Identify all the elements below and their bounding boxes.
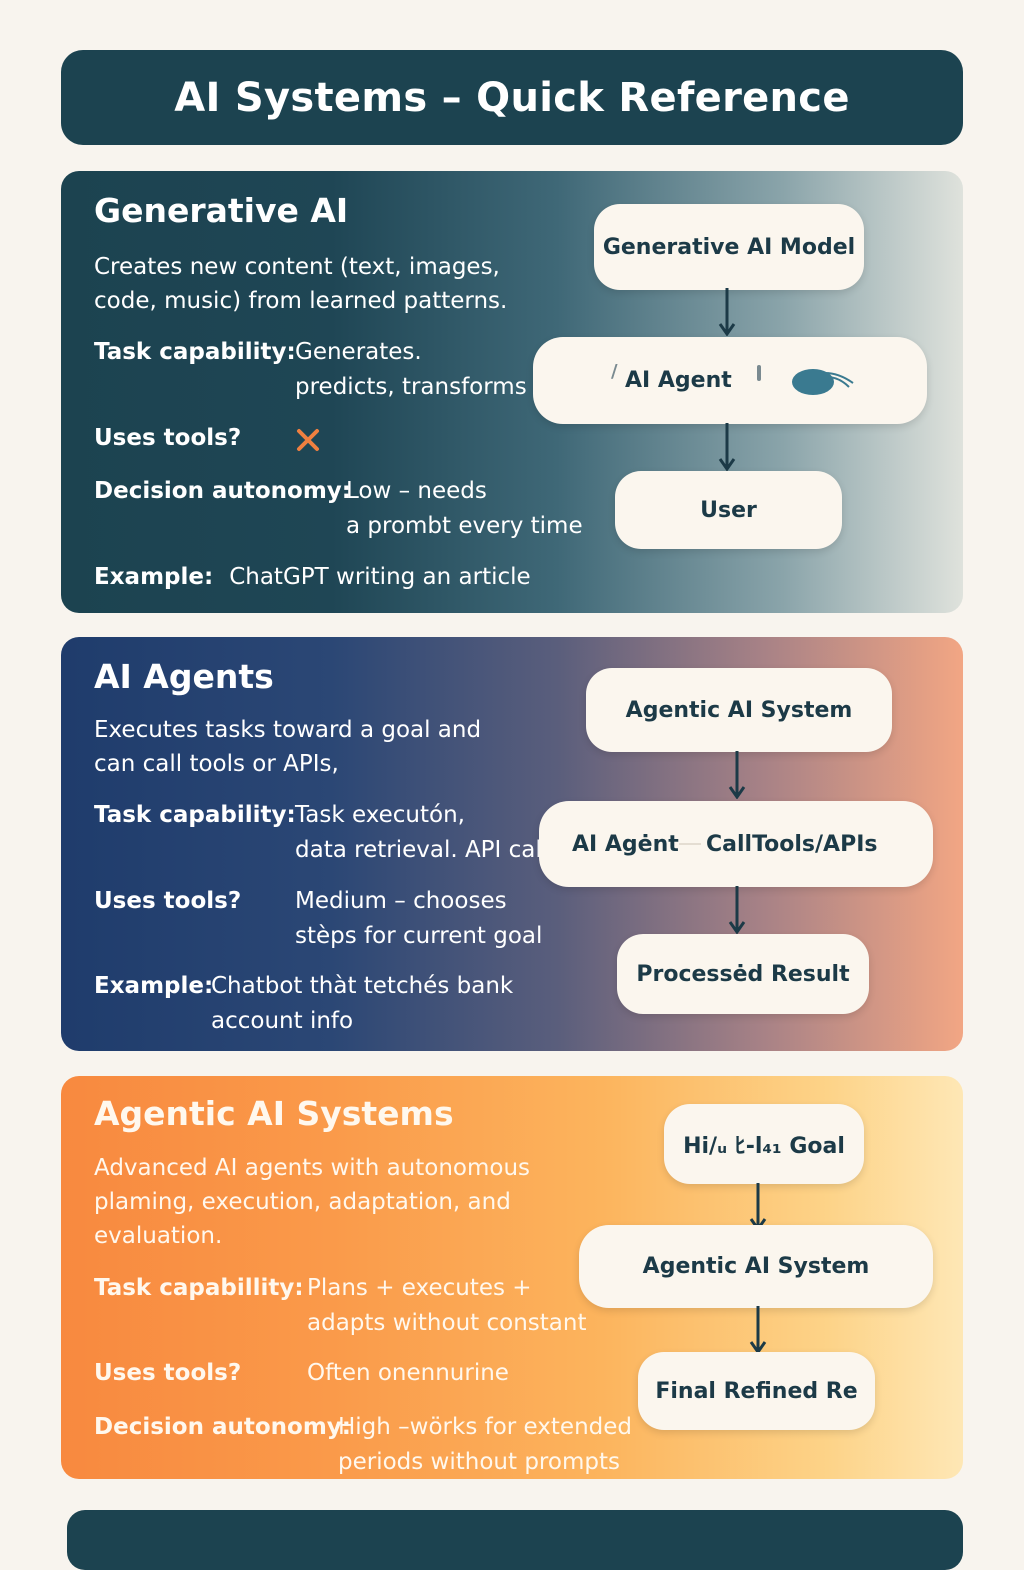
agents-example-label: Example: bbox=[94, 973, 214, 999]
agents-example-value: Chatbot thàt tetchés bank account info bbox=[211, 973, 514, 1034]
agentic-heading: Agentic AI Systems bbox=[94, 1094, 454, 1133]
generative-autonomy-label: Decision autonomy: bbox=[94, 478, 351, 504]
agents-tools-label: Uses tools? bbox=[94, 888, 242, 914]
agentic-tools-label: Uses tools? bbox=[94, 1360, 242, 1386]
agents-description: Executes tasks toward a goal and can cal… bbox=[94, 717, 482, 777]
generative-tools-label: Uses tools? bbox=[94, 425, 242, 451]
flow-arrow-icon bbox=[749, 1183, 767, 1231]
agentic-autonomy-label: Decision autonomy: bbox=[94, 1414, 351, 1440]
flow-node-agent-tools: AI Agėnt CallTools/APIs bbox=[539, 801, 933, 887]
flow-arrow-icon bbox=[718, 423, 736, 471]
generative-ai-card: Generative AI Creates new content (text,… bbox=[61, 171, 963, 613]
generative-autonomy-value: Low – needs a prombt every time bbox=[346, 478, 583, 539]
flow-arrow-icon bbox=[749, 1306, 767, 1354]
flow-arrow-icon bbox=[728, 751, 746, 799]
agentic-ai-card: Agentic AI Systems Advanced AI agents wi… bbox=[61, 1076, 963, 1479]
flow-node-final-result: Final Refined Re bbox=[638, 1352, 875, 1430]
agentic-task-value: Plans + executes + adapts without consta… bbox=[307, 1275, 587, 1336]
agentic-autonomy-value: High –wörks for extended periods without… bbox=[338, 1414, 633, 1475]
flow-node-ai-agent-label: AI Agent bbox=[625, 368, 732, 393]
page-title: AI Systems – Quick Reference bbox=[61, 50, 963, 145]
flow-node-processed-result: Processėd Result bbox=[617, 934, 869, 1014]
agents-heading: AI Agents bbox=[94, 657, 274, 696]
flow-node-agentic-system: Agentic AI System bbox=[586, 668, 892, 752]
generative-example-value: ChatGPT writing an article bbox=[229, 564, 531, 590]
flow-node-ai-agent: / AI Agent bbox=[533, 337, 927, 424]
generative-task-label: Task capability: bbox=[94, 339, 296, 365]
tick-mark-icon bbox=[757, 365, 761, 381]
generative-example-label: Example: bbox=[94, 564, 214, 590]
ai-agents-card: AI Agents Executes tasks toward a goal a… bbox=[61, 637, 963, 1051]
generative-description: Creates new content (text, images, code,… bbox=[94, 254, 508, 314]
flow-node-goal: Hi/ᵤ ﾋ-l₄₁ Goal bbox=[664, 1104, 864, 1184]
x-mark-icon bbox=[297, 429, 319, 451]
generative-example: Example: ChatGPT writing an article bbox=[94, 560, 531, 594]
agentic-tools-value: Often onennurine bbox=[307, 1360, 509, 1386]
flow-node-tools-label: CallTools/APIs bbox=[706, 831, 878, 857]
generative-task-value: Generates. predicts, transforms bbox=[295, 339, 527, 400]
flow-arrow-icon bbox=[728, 886, 746, 934]
flow-arrow-icon bbox=[718, 288, 736, 336]
agents-task-value: Task executón, data retrieval. API calll bbox=[295, 802, 555, 863]
flow-node-agentic-system: Agentic AI System bbox=[579, 1225, 933, 1308]
blob-icon bbox=[792, 369, 854, 395]
next-card-partial bbox=[67, 1510, 963, 1570]
stroke-glyph-icon: / bbox=[611, 361, 618, 382]
flow-node-generative-model: Generative AI Model bbox=[594, 204, 864, 290]
generative-heading: Generative AI bbox=[94, 191, 349, 230]
flow-node-user: User bbox=[615, 471, 842, 549]
flow-node-agent-label: AI Agėnt bbox=[572, 831, 679, 857]
connector-dash bbox=[679, 843, 701, 845]
agentic-task-label: Task capabillity: bbox=[94, 1275, 304, 1301]
agents-task-label: Task capability: bbox=[94, 802, 296, 828]
agentic-description: Advanced AI agents with autonomous plami… bbox=[94, 1155, 531, 1249]
agents-tools-value: Medium – chooses stèps for current goal bbox=[295, 888, 543, 949]
